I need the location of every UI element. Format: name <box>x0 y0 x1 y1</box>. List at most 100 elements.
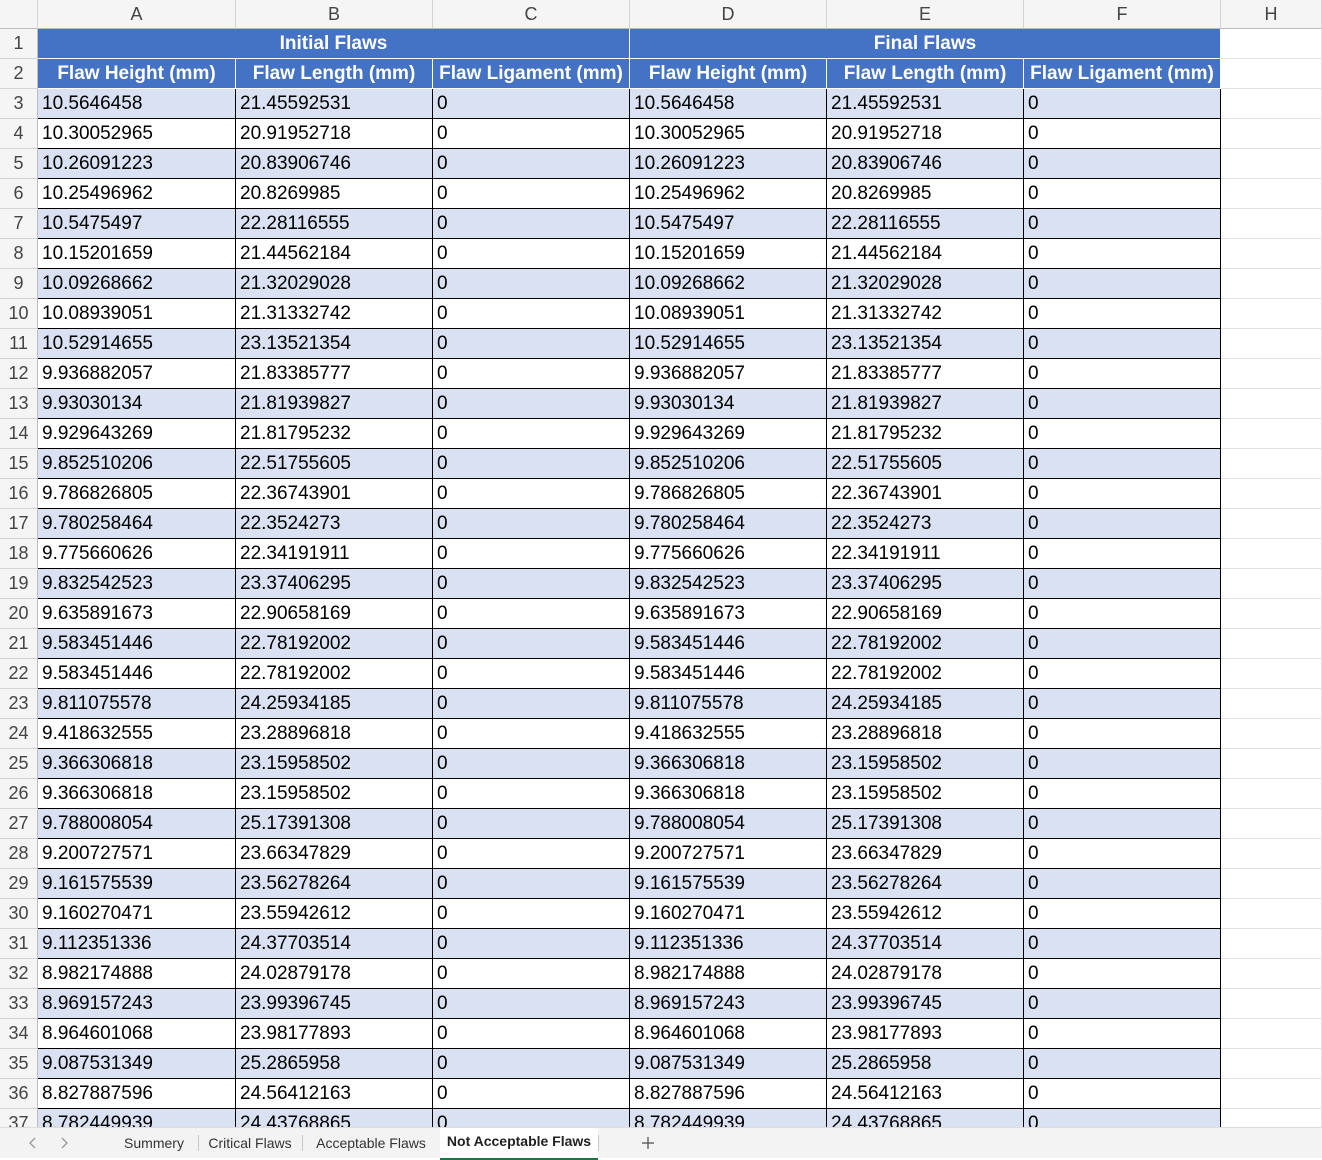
table-cell[interactable]: 0 <box>1024 119 1221 149</box>
table-cell[interactable]: 0 <box>433 959 630 989</box>
table-cell[interactable]: 0 <box>433 209 630 239</box>
table-cell[interactable]: 21.32029028 <box>236 269 433 299</box>
table-cell[interactable]: 9.160270471 <box>38 899 236 929</box>
table-cell[interactable]: 0 <box>433 479 630 509</box>
row-header[interactable]: 24 <box>0 719 38 749</box>
table-cell[interactable]: 0 <box>433 659 630 689</box>
table-cell[interactable]: 0 <box>433 629 630 659</box>
group-header[interactable]: Final Flaws <box>630 29 1221 59</box>
table-cell[interactable]: 23.66347829 <box>827 839 1024 869</box>
table-cell[interactable]: 0 <box>433 299 630 329</box>
table-cell[interactable]: 10.30052965 <box>630 119 827 149</box>
table-cell[interactable]: 0 <box>1024 659 1221 689</box>
row-header[interactable]: 29 <box>0 869 38 899</box>
table-cell[interactable]: 0 <box>1024 1019 1221 1049</box>
table-cell[interactable]: 23.28896818 <box>236 719 433 749</box>
table-cell[interactable]: 22.78192002 <box>827 629 1024 659</box>
column-title[interactable]: Flaw Length (mm) <box>236 59 433 89</box>
table-cell[interactable]: 23.37406295 <box>827 569 1024 599</box>
table-cell[interactable]: 20.83906746 <box>236 149 433 179</box>
row-header[interactable]: 14 <box>0 419 38 449</box>
table-cell[interactable]: 22.36743901 <box>236 479 433 509</box>
row-header[interactable]: 33 <box>0 989 38 1019</box>
row-header[interactable]: 4 <box>0 119 38 149</box>
table-cell[interactable]: 0 <box>433 1079 630 1109</box>
column-header[interactable]: B <box>236 0 433 29</box>
table-cell[interactable]: 9.775660626 <box>630 539 827 569</box>
table-cell[interactable]: 9.788008054 <box>630 809 827 839</box>
row-header[interactable]: 10 <box>0 299 38 329</box>
table-cell[interactable]: 10.5475497 <box>630 209 827 239</box>
table-cell[interactable]: 9.93030134 <box>630 389 827 419</box>
table-cell[interactable]: 22.51755605 <box>236 449 433 479</box>
table-cell[interactable]: 9.93030134 <box>38 389 236 419</box>
table-cell[interactable]: 9.161575539 <box>630 869 827 899</box>
row-header[interactable]: 35 <box>0 1049 38 1079</box>
table-cell[interactable]: 0 <box>1024 269 1221 299</box>
table-cell[interactable]: 0 <box>433 869 630 899</box>
table-cell[interactable]: 23.55942612 <box>236 899 433 929</box>
table-cell[interactable]: 9.112351336 <box>630 929 827 959</box>
table-cell[interactable]: 10.09268662 <box>630 269 827 299</box>
table-cell[interactable]: 21.45592531 <box>236 89 433 119</box>
sheet-tab[interactable]: Critical Flaws <box>208 1135 292 1151</box>
table-cell[interactable]: 8.827887596 <box>38 1079 236 1109</box>
row-header[interactable]: 8 <box>0 239 38 269</box>
table-cell[interactable]: 23.98177893 <box>827 1019 1024 1049</box>
table-cell[interactable]: 0 <box>1024 779 1221 809</box>
row-header[interactable]: 32 <box>0 959 38 989</box>
table-cell[interactable]: 9.087531349 <box>630 1049 827 1079</box>
table-cell[interactable]: 0 <box>1024 149 1221 179</box>
table-cell[interactable]: 20.91952718 <box>827 119 1024 149</box>
table-cell[interactable]: 9.929643269 <box>630 419 827 449</box>
table-cell[interactable]: 22.28116555 <box>236 209 433 239</box>
table-cell[interactable]: 9.786826805 <box>38 479 236 509</box>
table-cell[interactable]: 0 <box>1024 899 1221 929</box>
table-cell[interactable]: 0 <box>1024 989 1221 1019</box>
table-cell[interactable]: 24.56412163 <box>236 1079 433 1109</box>
table-cell[interactable]: 0 <box>433 509 630 539</box>
column-header[interactable]: H <box>1221 0 1322 29</box>
table-cell[interactable]: 9.583451446 <box>38 629 236 659</box>
table-cell[interactable]: 22.3524273 <box>827 509 1024 539</box>
table-cell[interactable]: 10.52914655 <box>38 329 236 359</box>
table-cell[interactable]: 23.55942612 <box>827 899 1024 929</box>
table-cell[interactable]: 0 <box>433 839 630 869</box>
table-cell[interactable]: 0 <box>433 179 630 209</box>
row-header[interactable]: 18 <box>0 539 38 569</box>
table-cell[interactable]: 9.811075578 <box>630 689 827 719</box>
column-title[interactable]: Flaw Ligament (mm) <box>1024 59 1221 89</box>
table-cell[interactable]: 21.81795232 <box>236 419 433 449</box>
row-header[interactable]: 1 <box>0 29 38 59</box>
table-cell[interactable]: 0 <box>1024 869 1221 899</box>
table-cell[interactable]: 0 <box>1024 689 1221 719</box>
table-cell[interactable]: 24.37703514 <box>827 929 1024 959</box>
table-cell[interactable]: 23.15958502 <box>236 779 433 809</box>
table-cell[interactable]: 9.780258464 <box>38 509 236 539</box>
table-cell[interactable]: 22.78192002 <box>827 659 1024 689</box>
table-cell[interactable]: 22.3524273 <box>236 509 433 539</box>
table-cell[interactable]: 24.37703514 <box>236 929 433 959</box>
table-cell[interactable]: 24.25934185 <box>236 689 433 719</box>
table-cell[interactable]: 23.66347829 <box>236 839 433 869</box>
table-cell[interactable]: 23.13521354 <box>236 329 433 359</box>
table-cell[interactable]: 0 <box>1024 1079 1221 1109</box>
table-cell[interactable]: 8.982174888 <box>630 959 827 989</box>
table-cell[interactable]: 9.366306818 <box>630 779 827 809</box>
table-cell[interactable]: 23.13521354 <box>827 329 1024 359</box>
table-cell[interactable]: 0 <box>1024 749 1221 779</box>
table-cell[interactable]: 0 <box>1024 179 1221 209</box>
column-header[interactable]: D <box>630 0 827 29</box>
table-cell[interactable]: 0 <box>1024 929 1221 959</box>
table-cell[interactable]: 9.200727571 <box>38 839 236 869</box>
table-cell[interactable]: 23.15958502 <box>827 749 1024 779</box>
column-header[interactable]: F <box>1024 0 1221 29</box>
table-cell[interactable]: 23.28896818 <box>827 719 1024 749</box>
table-cell[interactable]: 10.5646458 <box>630 89 827 119</box>
table-cell[interactable]: 0 <box>433 419 630 449</box>
table-cell[interactable]: 9.832542523 <box>38 569 236 599</box>
table-cell[interactable]: 9.852510206 <box>38 449 236 479</box>
table-cell[interactable]: 0 <box>1024 1049 1221 1079</box>
table-cell[interactable]: 0 <box>1024 809 1221 839</box>
table-cell[interactable]: 0 <box>1024 569 1221 599</box>
